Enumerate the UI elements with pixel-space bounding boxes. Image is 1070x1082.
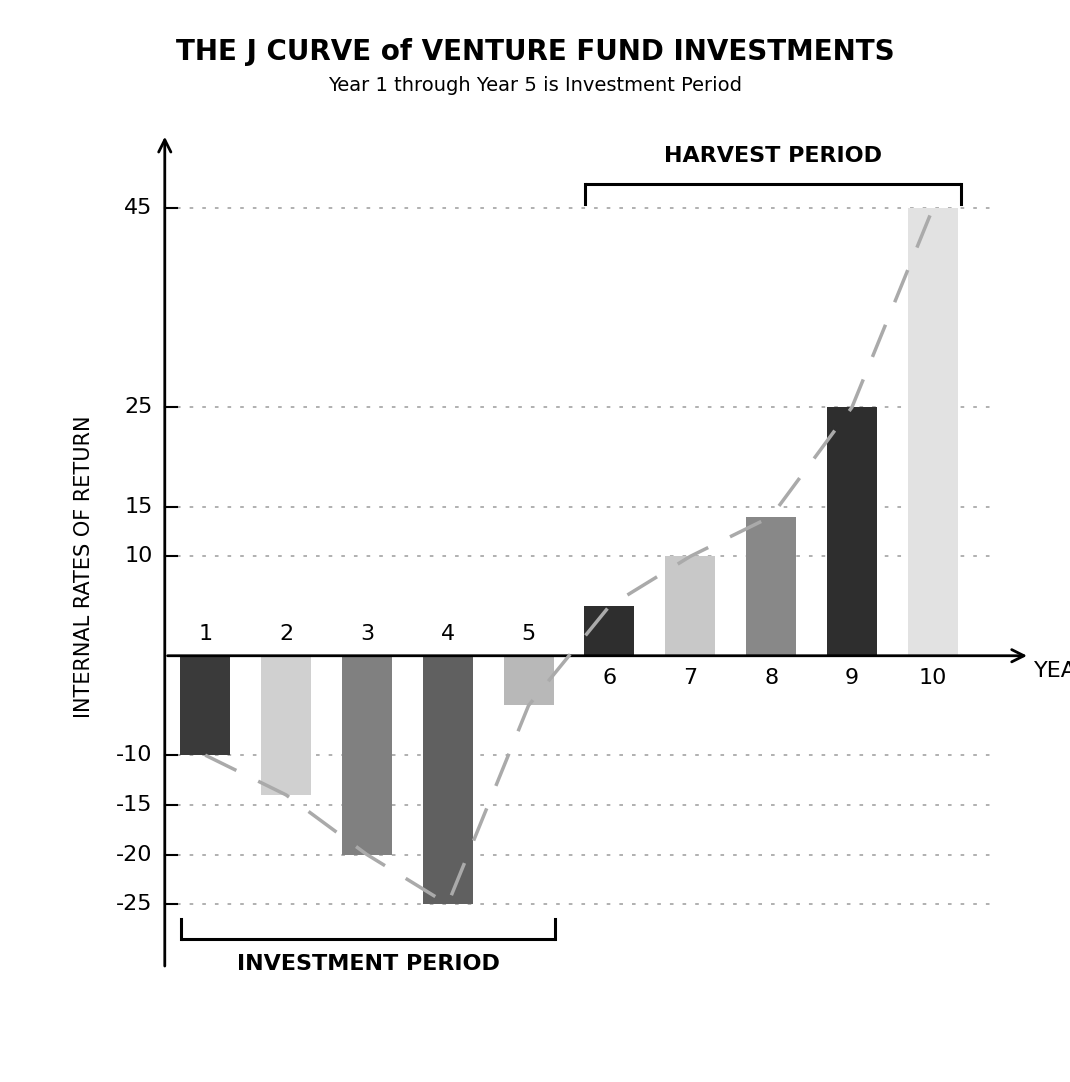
Text: 25: 25 <box>124 397 153 418</box>
Text: HARVEST PERIOD: HARVEST PERIOD <box>664 146 882 166</box>
Bar <box>746 516 796 656</box>
Text: YEARS: YEARS <box>1034 661 1070 681</box>
Text: -25: -25 <box>117 894 153 914</box>
Text: 3: 3 <box>360 624 373 644</box>
Text: 9: 9 <box>845 668 859 688</box>
Bar <box>584 606 635 656</box>
Text: -10: -10 <box>117 745 153 765</box>
Text: 7: 7 <box>684 668 698 688</box>
Text: 2: 2 <box>279 624 293 644</box>
Bar <box>907 209 958 656</box>
Bar <box>341 656 392 855</box>
Text: 6: 6 <box>602 668 616 688</box>
Bar <box>666 556 716 656</box>
Text: 15: 15 <box>124 497 153 516</box>
Text: -15: -15 <box>117 795 153 815</box>
Text: INTERNAL RATES OF RETURN: INTERNAL RATES OF RETURN <box>74 415 94 717</box>
Text: 10: 10 <box>124 546 153 566</box>
Bar <box>261 656 311 795</box>
Text: 4: 4 <box>441 624 455 644</box>
Bar <box>180 656 230 755</box>
Text: Year 1 through Year 5 is Investment Period: Year 1 through Year 5 is Investment Peri… <box>328 76 742 95</box>
Bar <box>504 656 553 705</box>
Text: 1: 1 <box>198 624 212 644</box>
Text: 45: 45 <box>124 198 153 219</box>
Text: 8: 8 <box>764 668 778 688</box>
Text: -20: -20 <box>117 845 153 865</box>
Bar <box>827 407 877 656</box>
Text: INVESTMENT PERIOD: INVESTMENT PERIOD <box>236 954 500 974</box>
Text: THE J CURVE of VENTURE FUND INVESTMENTS: THE J CURVE of VENTURE FUND INVESTMENTS <box>175 38 895 66</box>
Bar <box>423 656 473 905</box>
Text: 5: 5 <box>521 624 536 644</box>
Text: 10: 10 <box>919 668 947 688</box>
